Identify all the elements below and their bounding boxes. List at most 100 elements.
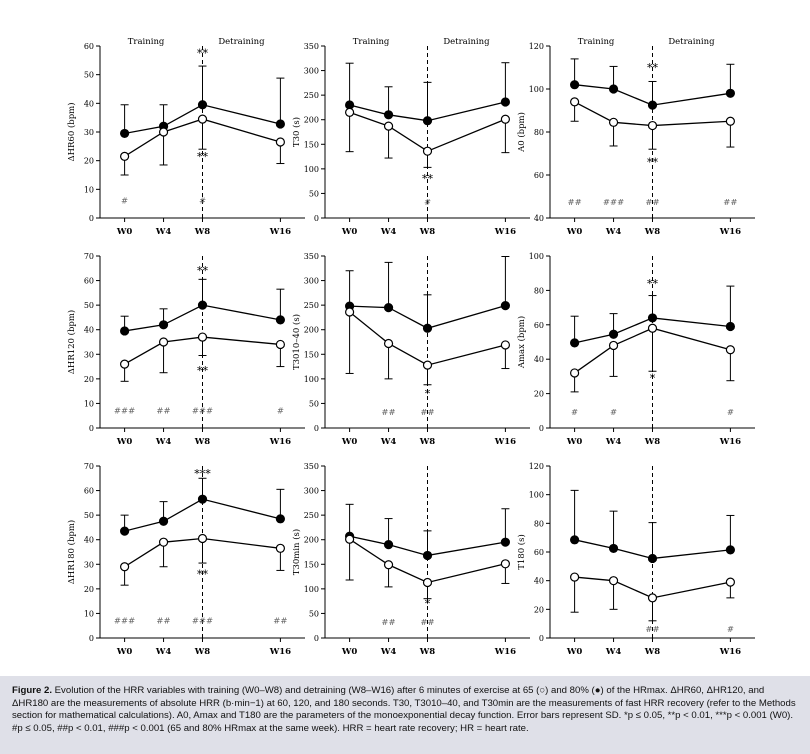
panel-4-star-annotation: ** — [197, 364, 209, 377]
caption-text: Evolution of the HRR variables with trai… — [12, 685, 796, 734]
panel-2-x-tick-label: W4 — [380, 227, 397, 237]
panel-4-y-axis-label: ΔHR120 (bpm) — [66, 310, 77, 374]
panel-1-y-tick-label: 40 — [84, 99, 94, 108]
panel-3-phase-label-detraining: Detraining — [668, 37, 715, 47]
panel-5-x-tick-label: W8 — [419, 437, 436, 447]
panel-3-x-tick-label: W16 — [719, 227, 741, 237]
panel-8-series-65-point — [383, 560, 394, 570]
panel-5-y-tick-label: 50 — [309, 399, 319, 408]
panel-4-y-tick-label: 20 — [84, 375, 94, 384]
panel-7-y-tick-label: 60 — [84, 487, 94, 496]
panel-6-series-65-point — [570, 368, 580, 378]
panel-5-series-80-point — [422, 323, 433, 333]
panel-7-series-65-point — [120, 562, 130, 572]
panel-5-hash-annotation: ## — [420, 408, 434, 418]
panel-5-series-65-point — [383, 338, 394, 349]
panel-2-y-tick-label: 150 — [304, 140, 319, 149]
panel-3-series-65-point — [725, 116, 735, 126]
panel-4-star-annotation: ** — [197, 265, 209, 278]
panel-7-y-tick-label: 0 — [89, 634, 94, 643]
panel-8-hash-annotation: ## — [381, 618, 395, 628]
panel-2-phase-label-training: Training — [353, 37, 390, 47]
panel-5-y-tick-label: 300 — [304, 277, 319, 286]
panel-2-x-tick-label: W8 — [419, 227, 436, 237]
panel-2-series-65-point — [500, 114, 510, 124]
panel-1-series-65-line — [124, 118, 281, 157]
panel-7-y-axis-label: ΔHR180 (bpm) — [66, 520, 77, 584]
panel-6-star-annotation: * — [650, 372, 656, 385]
caption-label: Figure 2. — [12, 685, 52, 696]
panel-1-series-65-point — [158, 127, 169, 137]
panel-9-y-tick-label: 60 — [534, 548, 544, 557]
panel-3-star-annotation: ** — [647, 156, 659, 169]
panel-4-series-65-point — [197, 332, 208, 342]
panel-1-hash-annotation: # — [121, 196, 128, 206]
panel-4-series-80-point — [275, 315, 285, 325]
panel-1-phase-label-training: Training — [128, 37, 165, 47]
panel-4-series-65-line — [124, 336, 281, 365]
panel-2-series-65-point — [422, 146, 433, 156]
panel-2-series-80-line — [349, 101, 506, 122]
panel-3-y-axis-label: A0 (bpm) — [516, 112, 527, 153]
panel-6-y-axis-label: Amax (bpm) — [516, 316, 527, 369]
panel-2-y-tick-label: 350 — [304, 42, 319, 51]
panel-1-y-tick-label: 60 — [84, 42, 94, 51]
panel-9-series-80-point — [647, 553, 658, 564]
panel-3-y-tick-label: 120 — [529, 42, 544, 51]
panel-8-y-tick-label: 350 — [304, 462, 319, 471]
panel-5-y-axis-label: T3010–40 (s) — [291, 314, 302, 370]
panel-1-y-tick-label: 20 — [84, 157, 94, 166]
panel-1-series-80-line — [124, 104, 281, 135]
panel-7-hash-annotation: ## — [273, 617, 287, 627]
panel-9-series-80-point — [725, 545, 735, 555]
panel-3-phase-label-training: Training — [578, 37, 615, 47]
panel-4-series-65-point — [120, 359, 130, 369]
panel-5-y-tick-label: 100 — [304, 375, 319, 384]
panel-5-x-tick-label: W0 — [341, 437, 358, 447]
panel-3-x-tick-label: W8 — [644, 227, 661, 237]
panel-9-series-65-line — [574, 576, 731, 599]
panel-4-x-tick-label: W4 — [155, 437, 172, 447]
panel-2-x-tick-label: W0 — [341, 227, 358, 237]
panel-4-x-tick-label: W16 — [269, 437, 291, 447]
panel-3-y-tick-label: 100 — [529, 85, 544, 94]
panel-7-hash-annotation: ### — [192, 617, 213, 627]
panel-1-series-65-point — [120, 151, 130, 161]
panel-8-series-65-point — [345, 534, 355, 544]
panel-7-series-80-line — [124, 498, 281, 532]
panel-3-series-80-point — [647, 100, 658, 110]
panel-3-series-65-point — [647, 120, 658, 131]
panel-8-y-tick-label: 250 — [304, 511, 319, 520]
panel-7-y-tick-label: 40 — [84, 536, 94, 545]
panel-5-x-tick-label: W16 — [494, 437, 516, 447]
panel-8-series-65-line — [349, 538, 506, 584]
panel-4-series-80-line — [124, 304, 281, 332]
panel-4-series-80-point — [197, 300, 208, 310]
panel-5-series-65-line — [349, 311, 506, 366]
panel-5-y-tick-label: 0 — [314, 424, 319, 433]
panel-9-y-tick-label: 40 — [534, 577, 544, 586]
panel-5-series-80-point — [500, 301, 510, 311]
panel-8-y-tick-label: 150 — [304, 560, 319, 569]
panel-9-series-65-point — [570, 572, 580, 582]
panel-8-hash-annotation: ## — [420, 618, 434, 628]
panel-2-hash-annotation: # — [424, 198, 431, 208]
panel-3-y-tick-label: 80 — [534, 128, 544, 137]
panel-3-hash-annotation: ## — [567, 198, 581, 208]
panel-3-series-80-point — [570, 80, 580, 90]
panel-4-series-80-point — [120, 326, 130, 336]
panel-2-x-tick-label: W16 — [494, 227, 516, 237]
panel-9-hash-annotation: # — [727, 625, 734, 635]
panel-7-y-tick-label: 10 — [84, 609, 94, 618]
panel-2-series-80-point — [422, 116, 433, 126]
figure-panels: 0 10 20 30 40 50 60 W0 W4 W8 W16 ΔHR60 (bpm) Trainin… — [66, 37, 755, 657]
panel-7-x-tick-label: W4 — [155, 647, 172, 657]
panel-4-series-80-point — [158, 320, 169, 330]
panel-3-series-65-point — [570, 97, 580, 107]
panel-5-x-tick-label: W4 — [380, 437, 397, 447]
panel-1-series-80-point — [120, 128, 130, 139]
panel-7-hash-annotation: ### — [114, 617, 135, 627]
panel-7-x-tick-label: W0 — [116, 647, 133, 657]
panel-1-phase-label-detraining: Detraining — [218, 37, 265, 47]
panel-2-y-tick-label: 300 — [304, 67, 319, 76]
